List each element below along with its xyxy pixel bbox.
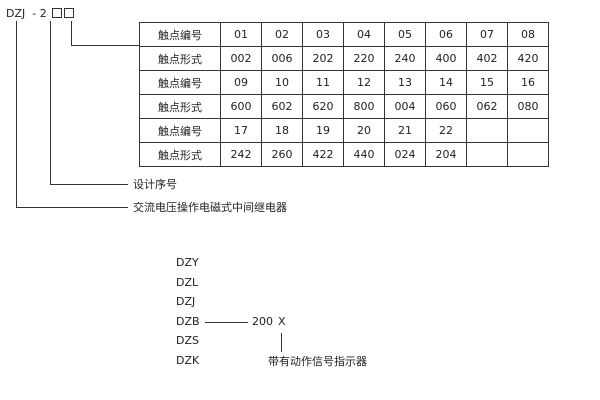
code-digit: 2: [39, 7, 47, 20]
table-cell: 08: [507, 22, 549, 47]
table-cell: 024: [384, 142, 426, 167]
table-cell: 004: [384, 94, 426, 119]
table-cell: 14: [425, 70, 467, 95]
connector-line: [50, 184, 128, 185]
table-cell: 420: [507, 46, 549, 71]
contact-table: 触点编号 01 02 03 04 05 06 07 08 触点形式 002 006 202 220 240 4…: [139, 22, 549, 167]
connector-line: [16, 21, 17, 207]
table-cell: 204: [425, 142, 467, 167]
suffix-number: 200: [252, 315, 273, 328]
table-cell: 220: [343, 46, 385, 71]
table-cell: 17: [220, 118, 262, 143]
table-cell: 09: [220, 70, 262, 95]
table-cell: 602: [261, 94, 303, 119]
series-code: DZB: [176, 314, 200, 328]
table-cell: 242: [220, 142, 262, 167]
table-cell: 400: [425, 46, 467, 71]
indicator-note: 带有动作信号指示器: [268, 355, 367, 368]
table-cell: 13: [384, 70, 426, 95]
series-code: DZS: [176, 334, 199, 348]
table-cell: 15: [466, 70, 508, 95]
table-cell: 04: [343, 22, 385, 47]
table-cell: 18: [261, 118, 303, 143]
table-row: 触点编号 09 10 11 12 13 14 15 16: [139, 70, 549, 95]
table-cell: [466, 118, 508, 143]
table-cell: 600: [220, 94, 262, 119]
table-cell: 07: [466, 22, 508, 47]
row-label: 触点编号: [139, 22, 221, 47]
table-cell: 006: [261, 46, 303, 71]
table-cell: 10: [261, 70, 303, 95]
placeholder-box: [52, 8, 63, 18]
table-cell: 202: [302, 46, 344, 71]
table-cell: 062: [466, 94, 508, 119]
connector-line: [281, 333, 282, 352]
code-dash: -: [32, 7, 37, 20]
table-cell: [507, 142, 549, 167]
connector-line: [16, 207, 128, 208]
table-cell: 800: [343, 94, 385, 119]
row-label: 触点形式: [139, 142, 221, 167]
row-label: 触点编号: [139, 118, 221, 143]
table-cell: 422: [302, 142, 344, 167]
table-cell: 19: [302, 118, 344, 143]
table-cell: 002: [220, 46, 262, 71]
connector-line: [50, 21, 51, 184]
relay-type-label: 交流电压操作电磁式中间继电器: [133, 201, 287, 214]
table-row: 触点形式 600 602 620 800 004 060 062 080: [139, 94, 549, 119]
table-cell: 12: [343, 70, 385, 95]
series-code: DZL: [176, 275, 199, 289]
table-cell: 01: [220, 22, 262, 47]
table-cell: 240: [384, 46, 426, 71]
table-row: 触点编号 17 18 19 20 21 22: [139, 118, 549, 143]
table-cell: 620: [302, 94, 344, 119]
table-cell: 440: [343, 142, 385, 167]
table-cell: 22: [425, 118, 467, 143]
connector-line: [205, 322, 248, 323]
series-code: DZJ: [176, 295, 196, 309]
table-cell: 02: [261, 22, 303, 47]
placeholder-box: [64, 8, 75, 18]
row-label: 触点编号: [139, 70, 221, 95]
connector-line: [71, 21, 72, 45]
table-cell: 16: [507, 70, 549, 95]
table-row: 触点编号 01 02 03 04 05 06 07 08: [139, 22, 549, 47]
connector-line: [71, 45, 139, 46]
table-cell: 11: [302, 70, 344, 95]
table-cell: 05: [384, 22, 426, 47]
model-code: DZJ - 2: [6, 7, 75, 21]
table-cell: [466, 142, 508, 167]
table-row: 触点形式 242 260 422 440 024 204: [139, 142, 549, 167]
row-label: 触点形式: [139, 46, 221, 71]
row-label: 触点形式: [139, 94, 221, 119]
series-code: DZK: [176, 354, 200, 367]
suffix-x: X: [278, 315, 286, 328]
table-cell: 20: [343, 118, 385, 143]
table-cell: 21: [384, 118, 426, 143]
table-cell: 080: [507, 94, 549, 119]
design-no-label: 设计序号: [133, 178, 177, 191]
series-code: DZY: [176, 256, 199, 269]
table-cell: 03: [302, 22, 344, 47]
table-cell: 060: [425, 94, 467, 119]
table-cell: 402: [466, 46, 508, 71]
table-row: 触点形式 002 006 202 220 240 400 402 420: [139, 46, 549, 71]
code-prefix: DZJ: [6, 7, 26, 20]
table-cell: [507, 118, 549, 143]
table-cell: 06: [425, 22, 467, 47]
table-cell: 260: [261, 142, 303, 167]
